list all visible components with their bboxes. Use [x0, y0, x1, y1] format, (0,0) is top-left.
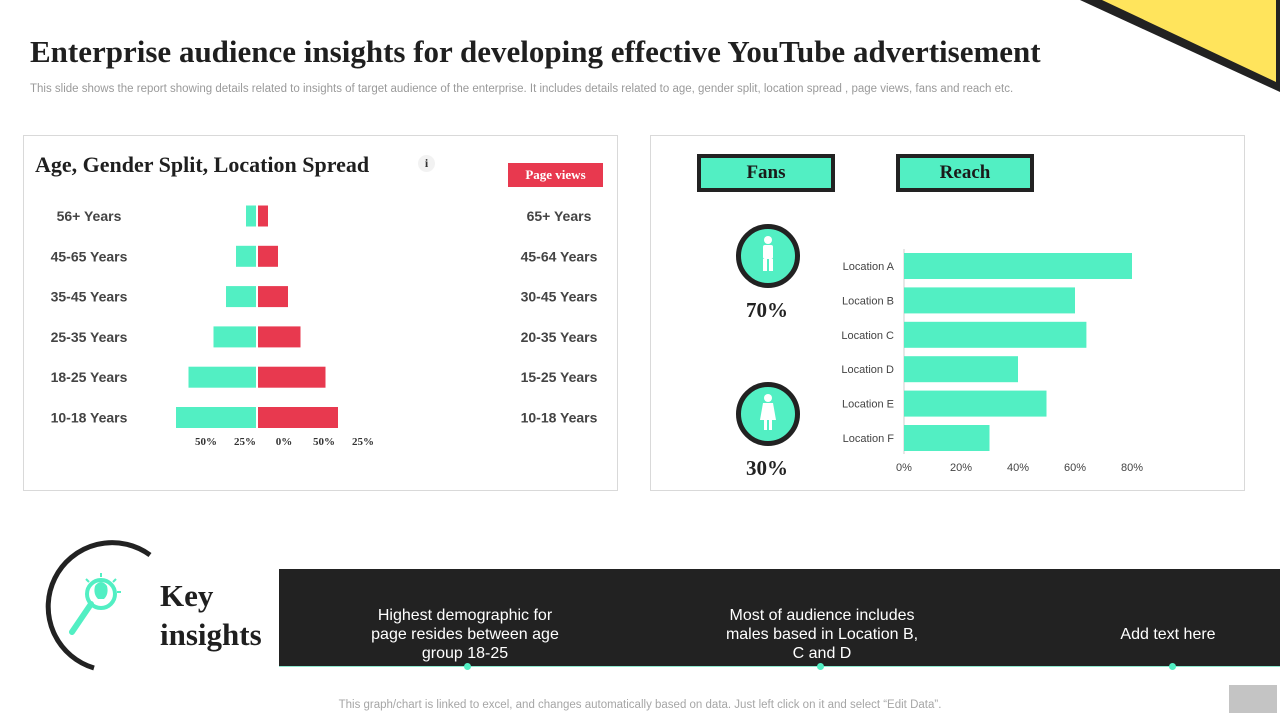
- timeline-dot: [464, 663, 471, 670]
- location-bar: [904, 321, 1087, 348]
- timeline-dot: [1169, 663, 1176, 670]
- page-views-button[interactable]: Page views: [508, 163, 603, 187]
- lightbulb-magnifier-icon: [69, 573, 121, 635]
- pyramid-bar-left: [226, 286, 256, 308]
- corner-decoration: [1080, 0, 1280, 92]
- age-label-left: 56+ Years: [57, 208, 122, 224]
- female-percent: 30%: [746, 456, 788, 480]
- age-label-right: 10-18 Years: [521, 410, 598, 426]
- age-label-right: 20-35 Years: [521, 329, 598, 345]
- age-label-right: 30-45 Years: [521, 289, 598, 305]
- age-gender-panel-title: Age, Gender Split, Location Spread: [35, 152, 370, 177]
- key-insights-title-line1: Key: [160, 578, 214, 613]
- insight-item: Highest demographic for page resides bet…: [371, 607, 559, 662]
- age-label-left: 35-45 Years: [51, 289, 128, 305]
- age-label-right: 15-25 Years: [521, 369, 598, 385]
- pyramid-bar-right: [258, 245, 278, 267]
- page-title: Enterprise audience insights for develop…: [30, 34, 1041, 69]
- location-bar: [904, 356, 1018, 383]
- timeline-dot: [817, 663, 824, 670]
- age-label-left: 25-35 Years: [51, 329, 128, 345]
- location-label: Location A: [843, 261, 895, 273]
- pyramid-bar-left: [188, 366, 256, 388]
- location-bar: [904, 287, 1075, 314]
- location-tick-label: 40%: [1007, 462, 1029, 474]
- female-person-icon: [736, 382, 800, 446]
- pyramid-bar-right: [258, 326, 301, 348]
- insights-band: [279, 569, 1280, 666]
- location-reach-chart[interactable]: Location A Location B Location C Location D…: [651, 136, 1244, 490]
- location-bar: [904, 425, 990, 451]
- location-tick-label: 80%: [1121, 462, 1143, 474]
- insight-item[interactable]: Add text here: [1120, 626, 1216, 643]
- pyramid-bar-left: [236, 245, 256, 267]
- pyramid-tick-label: 50%: [313, 436, 335, 448]
- pyramid-tick-label: 25%: [352, 436, 374, 448]
- pyramid-bar-left: [213, 326, 256, 348]
- age-gender-panel: Age, Gender Split, Location Spread i Pag…: [23, 135, 618, 491]
- pyramid-bar-right: [258, 407, 338, 428]
- location-tick-label: 20%: [950, 462, 972, 474]
- age-label-right: 65+ Years: [527, 208, 592, 224]
- age-label-left: 45-65 Years: [51, 248, 128, 264]
- timeline-line: [279, 666, 1280, 667]
- pyramid-bar-right: [258, 286, 288, 308]
- pyramid-bar-right: [258, 366, 326, 388]
- location-bar: [904, 390, 1047, 417]
- key-insights-ring: [45, 540, 152, 671]
- location-tick-label: 0%: [896, 462, 912, 474]
- location-label: Location F: [843, 433, 895, 445]
- pyramid-bar-right: [258, 205, 268, 227]
- pyramid-bar-left: [246, 205, 256, 227]
- insight-item: Most of audience includes males based in…: [725, 607, 919, 662]
- fans-tab[interactable]: Fans: [697, 154, 835, 192]
- age-label-left: 10-18 Years: [51, 410, 128, 426]
- location-label: Location D: [841, 364, 894, 376]
- placeholder-block: [1229, 685, 1277, 713]
- key-insights-title: Key insights: [160, 576, 262, 654]
- pyramid-tick-label: 50%: [195, 436, 217, 448]
- key-insights-title-line2: insights: [160, 617, 262, 652]
- pyramid-tick-label: 0%: [276, 436, 293, 448]
- male-person-icon: [736, 224, 800, 288]
- reach-tab[interactable]: Reach: [896, 154, 1034, 192]
- location-label: Location C: [841, 330, 894, 342]
- location-bar: [904, 253, 1132, 279]
- location-label: Location E: [842, 399, 894, 411]
- info-icon[interactable]: i: [418, 155, 435, 172]
- location-label: Location B: [842, 295, 894, 307]
- footnote: This graph/chart is linked to excel, and…: [338, 699, 942, 711]
- page-subtitle: This slide shows the report showing deta…: [30, 83, 1014, 95]
- age-label-left: 18-25 Years: [51, 369, 128, 385]
- pyramid-tick-label: 25%: [234, 436, 256, 448]
- male-percent: 70%: [746, 298, 788, 322]
- location-tick-label: 60%: [1064, 462, 1086, 474]
- pyramid-bar-left: [176, 407, 256, 428]
- age-pyramid-chart[interactable]: 56+ Years 45-65 Years 35-45 Years 25-35 Yea…: [24, 136, 617, 490]
- age-label-right: 45-64 Years: [521, 248, 598, 264]
